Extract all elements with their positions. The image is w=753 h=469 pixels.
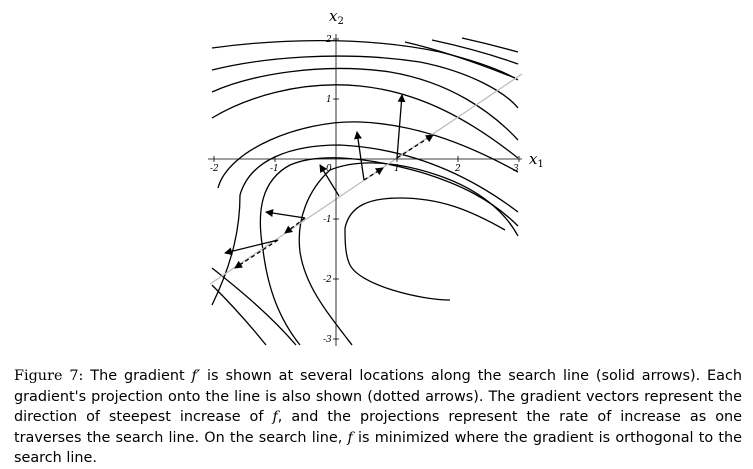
projection-arrows	[234, 134, 434, 269]
y-tick-label: 1	[326, 95, 332, 105]
projection-arrow	[396, 134, 434, 159]
x-axis-label: x1	[529, 150, 544, 170]
contour-line	[431, 39, 519, 65]
contour-figure: -2 -1 0 1 2 3 2 1 -1 -2 -3 x1 x2	[208, 7, 544, 346]
y-tick-label: -1	[323, 215, 332, 225]
gradient-arrows	[224, 94, 406, 256]
contour-line	[211, 39, 519, 81]
gradient-arrow	[396, 94, 406, 159]
contour-line	[211, 144, 519, 306]
x-tick-label: 0	[326, 164, 332, 174]
x-tick-label: -1	[270, 164, 279, 174]
contour-line	[344, 197, 506, 301]
math-symbol: f	[191, 368, 197, 384]
y-tick-label: -2	[323, 275, 332, 285]
caption-text: , and the projections represent the rate…	[14, 409, 743, 446]
contour-line	[217, 121, 519, 189]
y-tick-label: -3	[323, 335, 332, 345]
caption-text: is minimized where the gradient is ortho…	[14, 429, 742, 467]
contour-line	[211, 67, 519, 141]
gradient-arrow	[319, 164, 340, 197]
y-axis-label: x2	[329, 7, 344, 27]
gradient-arrow	[224, 239, 279, 256]
contour-line	[461, 37, 519, 53]
caption-text: is shown at several locations along the …	[14, 368, 743, 425]
x-tick-labels: -2 -1 0 1 2 3	[210, 164, 519, 174]
projection-arrow	[284, 217, 306, 234]
axes	[208, 34, 522, 346]
y-tick-label: 2	[325, 35, 332, 45]
contour-line	[298, 162, 519, 346]
gradient-arrow	[354, 131, 365, 181]
contour-lines	[211, 37, 519, 346]
contour-line	[259, 157, 519, 346]
contour-line	[211, 84, 519, 159]
contour-line	[211, 284, 267, 346]
caption-text: The gradient	[83, 368, 192, 384]
figure-caption: Figure 7: The gradient f′ is shown at se…	[14, 366, 742, 469]
x-tick-label: 2	[454, 164, 461, 174]
math-symbol: f	[347, 429, 353, 446]
x-tick-label: 1	[394, 164, 400, 174]
x-tick-label: -2	[210, 164, 219, 174]
gradient-arrow	[265, 209, 306, 219]
contour-line	[211, 267, 297, 346]
contour-line	[404, 41, 516, 79]
x-tick-label: 3	[513, 164, 519, 174]
y-tick-labels: 2 1 -1 -2 -3	[323, 35, 332, 345]
math-symbol: f	[272, 409, 278, 425]
caption-label: Figure 7:	[14, 368, 84, 384]
projection-arrow	[363, 167, 384, 181]
contour-line	[211, 55, 519, 109]
projection-arrow	[234, 239, 279, 269]
prime-symbol: ′	[196, 368, 201, 384]
